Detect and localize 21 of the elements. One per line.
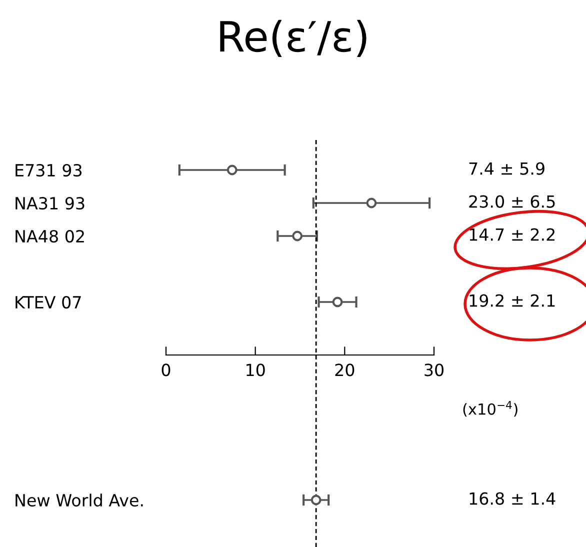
point — [292, 230, 303, 242]
x-tick-label: 10 — [246, 364, 265, 376]
text: 16.8 ± 1.4 — [470, 492, 556, 505]
point — [332, 296, 343, 308]
point — [366, 198, 377, 208]
point — [226, 164, 238, 176]
y-tick-label: NA31 93 — [16, 196, 84, 210]
x-tick-label: 30 — [424, 364, 444, 376]
x-tick-label: 0 — [162, 364, 170, 376]
y-tick-label: KTEV 07 — [16, 296, 81, 309]
text: 19.2 ± 2.1 — [470, 294, 555, 307]
x-axis-title: (x10$^{−4}$) — [463, 401, 518, 417]
text: 23.0 ± 6.5 — [469, 195, 555, 208]
x-tick-label: 20 — [335, 364, 354, 376]
y-tick-label: E731 93 — [16, 164, 82, 177]
text: 14.7 ± 2.2 — [470, 228, 555, 241]
text: 7.4 ± 5.9 — [469, 162, 544, 175]
chart-title: Re(ε′/ε) — [220, 20, 366, 57]
y-tick-label: NA48 02 — [16, 230, 84, 243]
point — [310, 494, 322, 506]
y-tick-label: New World Ave. — [16, 494, 143, 507]
